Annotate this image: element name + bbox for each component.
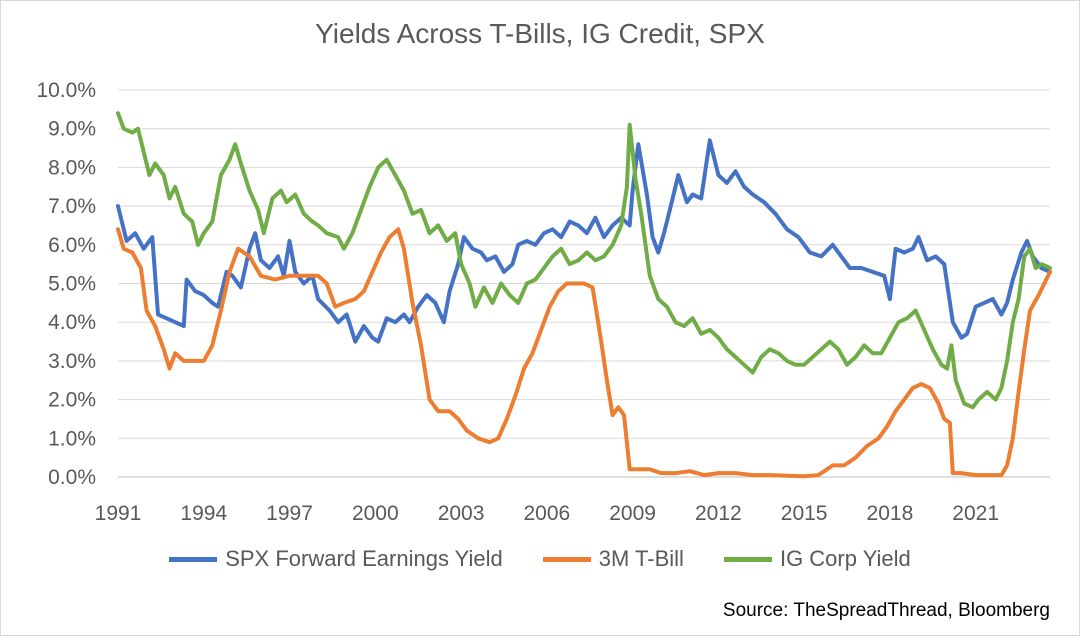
legend: SPX Forward Earnings Yield 3M T-Bill IG … — [0, 546, 1080, 572]
legend-item-spx: SPX Forward Earnings Yield — [169, 546, 503, 572]
x-tick-label: 2006 — [523, 502, 570, 525]
legend-item-ig: IG Corp Yield — [723, 546, 911, 572]
y-tick-label: 1.0% — [48, 427, 96, 450]
legend-swatch-tbill — [542, 556, 591, 562]
x-tick-label: 2015 — [781, 502, 828, 525]
legend-item-tbill: 3M T-Bill — [542, 546, 684, 572]
x-axis: 1991 1994 1997 2000 2003 2006 2009 2012 2015 2018… — [95, 502, 999, 525]
y-axis: 0.0% 1.0% 2.0% 3.0% 4.0% 5.0% 6.0% 7.0% 8.0% 9.0%… — [36, 79, 96, 489]
y-tick-label: 3.0% — [48, 350, 96, 373]
x-tick-label: 1994 — [180, 502, 227, 525]
y-tick-label: 9.0% — [48, 118, 96, 141]
legend-label-ig: IG Corp Yield — [779, 546, 911, 571]
x-tick-label: 2018 — [867, 502, 914, 525]
series-line-1 — [116, 227, 1052, 479]
y-tick-label: 6.0% — [48, 234, 96, 257]
chart-title: Yields Across T-Bills, IG Credit, SPX — [315, 18, 765, 49]
x-tick-label: 2000 — [352, 502, 399, 525]
y-tick-label: 5.0% — [48, 273, 96, 296]
source-note: Source: TheSpreadThread, Bloomberg — [722, 600, 1050, 621]
legend-swatch-ig — [723, 556, 772, 562]
x-tick-label: 2021 — [952, 502, 999, 525]
y-tick-label: 2.0% — [48, 389, 96, 412]
series-line-2 — [116, 111, 1052, 410]
series-line-0 — [116, 138, 1052, 344]
y-tick-label: 8.0% — [48, 156, 96, 179]
x-tick-label: 2003 — [438, 502, 485, 525]
y-tick-label: 0.0% — [48, 466, 96, 489]
x-tick-label: 1997 — [266, 502, 313, 525]
legend-label-tbill: 3M T-Bill — [598, 546, 684, 571]
y-tick-label: 4.0% — [48, 311, 96, 334]
x-tick-label: 2009 — [609, 502, 656, 525]
y-tick-label: 7.0% — [48, 195, 96, 218]
series-lines — [116, 111, 1052, 479]
x-tick-label: 1991 — [95, 502, 142, 525]
x-tick-label: 2012 — [695, 502, 742, 525]
legend-swatch-spx — [169, 556, 218, 562]
y-tick-label: 10.0% — [36, 79, 96, 102]
legend-label-spx: SPX Forward Earnings Yield — [225, 546, 503, 571]
